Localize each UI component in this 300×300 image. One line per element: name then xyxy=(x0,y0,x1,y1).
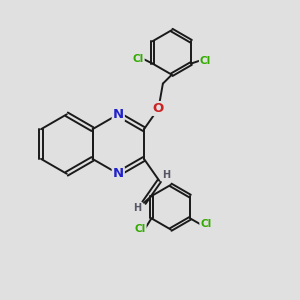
Text: O: O xyxy=(153,102,164,115)
Text: Cl: Cl xyxy=(133,54,144,64)
Text: Cl: Cl xyxy=(200,56,211,66)
Text: H: H xyxy=(134,203,142,213)
Text: Cl: Cl xyxy=(200,219,212,229)
Text: Cl: Cl xyxy=(134,224,146,234)
Text: N: N xyxy=(113,167,124,180)
Text: H: H xyxy=(162,170,170,181)
Text: N: N xyxy=(113,108,124,121)
